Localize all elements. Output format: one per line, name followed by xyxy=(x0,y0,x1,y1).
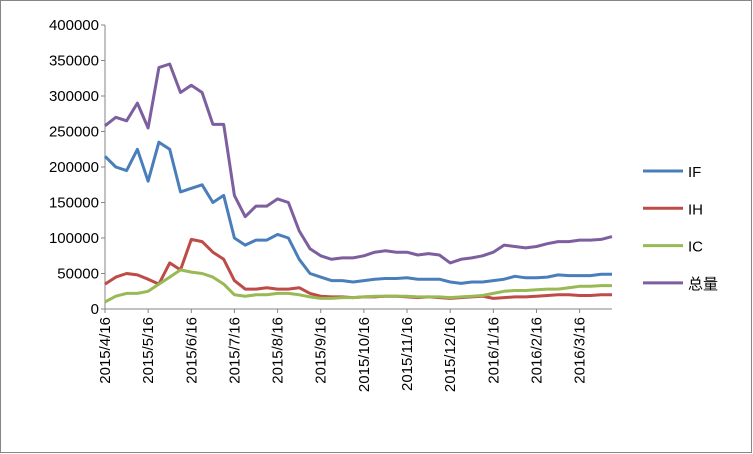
x-tick-label: 2015/5/16 xyxy=(140,317,157,384)
y-tick-label: 100000 xyxy=(49,230,99,247)
y-tick-label: 400000 xyxy=(49,17,99,34)
x-tick-label: 2015/12/16 xyxy=(442,317,459,392)
y-tick-label: 50000 xyxy=(57,266,99,283)
x-tick-label: 2016/1/16 xyxy=(485,317,502,384)
y-tick-label: 150000 xyxy=(49,195,99,212)
series-line xyxy=(103,140,612,285)
x-tick-label: 2015/10/16 xyxy=(356,317,373,392)
x-tick-label: 2016/2/16 xyxy=(528,317,545,384)
legend-label: IF xyxy=(688,164,701,181)
y-tick-label: 350000 xyxy=(49,53,99,70)
x-tick-label: 2016/3/16 xyxy=(572,317,589,384)
legend-label: 总量 xyxy=(688,276,718,293)
x-tick-label: 2015/9/16 xyxy=(313,317,330,384)
x-tick-label: 2015/8/16 xyxy=(270,317,287,384)
y-tick-label: 0 xyxy=(91,301,99,318)
legend-label: IH xyxy=(688,201,703,218)
x-tick-label: 2015/11/16 xyxy=(399,317,416,391)
y-tick-label: 300000 xyxy=(49,88,99,105)
x-tick-label: 2015/6/16 xyxy=(183,317,200,384)
x-tick-label: 2015/4/16 xyxy=(97,317,114,384)
y-tick-label: 250000 xyxy=(49,124,99,141)
y-tick-label: 200000 xyxy=(49,159,99,176)
x-tick-label: 2015/7/16 xyxy=(226,317,243,384)
series-line xyxy=(104,268,612,304)
legend-label: IC xyxy=(688,239,703,256)
series-line xyxy=(104,62,613,265)
